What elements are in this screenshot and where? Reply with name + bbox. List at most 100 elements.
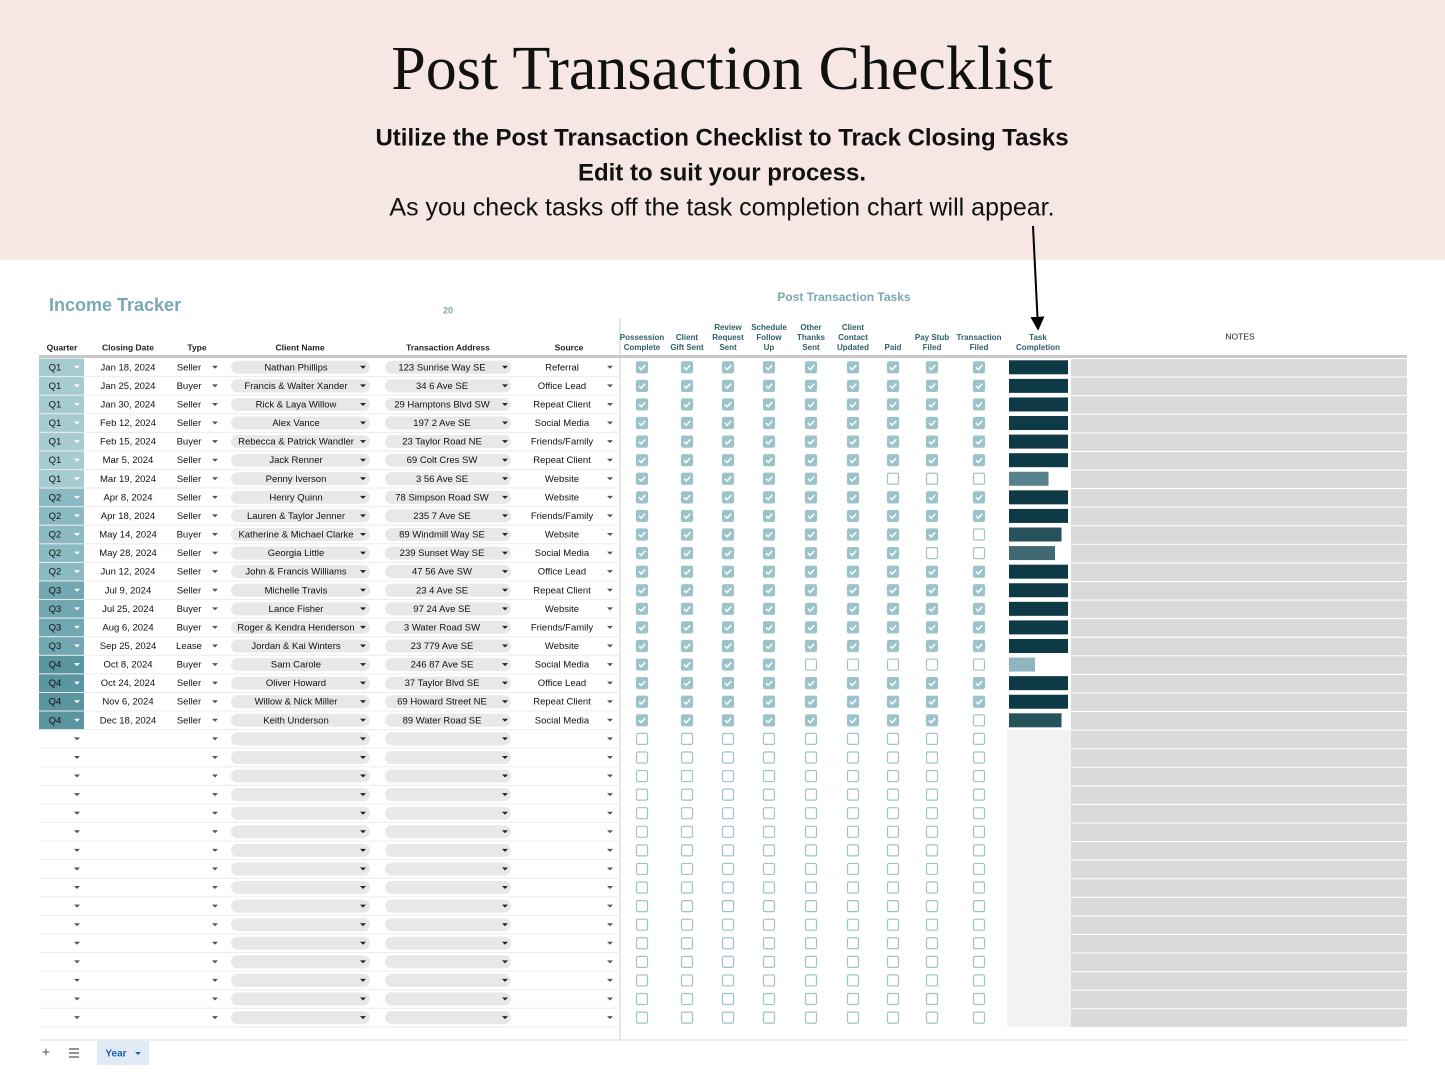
notes-cell[interactable] bbox=[1071, 916, 1407, 934]
checkbox[interactable] bbox=[680, 509, 694, 523]
checkbox[interactable] bbox=[804, 546, 818, 560]
checkbox[interactable] bbox=[680, 844, 694, 857]
checkbox[interactable] bbox=[886, 602, 900, 615]
address-dropdown[interactable] bbox=[502, 755, 508, 759]
checkbox[interactable] bbox=[972, 1011, 986, 1024]
checkbox[interactable] bbox=[721, 825, 735, 838]
checkbox[interactable] bbox=[635, 416, 649, 430]
checkbox[interactable] bbox=[721, 565, 735, 578]
checkbox[interactable] bbox=[762, 584, 776, 597]
checkbox[interactable] bbox=[721, 546, 735, 560]
client-dropdown[interactable] bbox=[360, 830, 366, 834]
checkbox[interactable] bbox=[925, 974, 939, 987]
checkbox[interactable] bbox=[972, 379, 986, 392]
checkbox[interactable] bbox=[804, 788, 818, 801]
client-dropdown[interactable] bbox=[360, 904, 366, 908]
checkbox[interactable] bbox=[635, 825, 649, 838]
client-pill[interactable] bbox=[231, 379, 370, 393]
checkbox[interactable] bbox=[972, 454, 986, 467]
checkbox[interactable] bbox=[846, 955, 860, 968]
checkbox[interactable] bbox=[972, 658, 986, 671]
checkbox[interactable] bbox=[972, 472, 986, 485]
checkbox[interactable] bbox=[972, 695, 986, 708]
checkbox[interactable] bbox=[886, 509, 900, 523]
client-pill[interactable] bbox=[231, 676, 370, 690]
type-dropdown[interactable] bbox=[212, 737, 218, 741]
quarter-dropdown[interactable] bbox=[74, 1016, 80, 1020]
client-dropdown[interactable] bbox=[360, 886, 366, 890]
checkbox[interactable] bbox=[972, 528, 986, 541]
quarter-dropdown[interactable] bbox=[74, 384, 80, 388]
address-pill[interactable] bbox=[385, 936, 511, 950]
checkbox[interactable] bbox=[925, 584, 939, 597]
checkbox[interactable] bbox=[680, 1011, 694, 1024]
checkbox[interactable] bbox=[925, 695, 939, 708]
type-dropdown[interactable] bbox=[212, 477, 218, 481]
source-dropdown[interactable] bbox=[607, 384, 613, 388]
client-pill[interactable] bbox=[231, 973, 370, 987]
source-dropdown[interactable] bbox=[607, 533, 613, 537]
notes-cell[interactable] bbox=[1071, 674, 1407, 693]
checkbox[interactable] bbox=[635, 398, 649, 411]
address-dropdown[interactable] bbox=[502, 867, 508, 871]
checkbox[interactable] bbox=[635, 937, 649, 950]
checkbox[interactable] bbox=[762, 658, 776, 671]
checkbox[interactable] bbox=[846, 918, 860, 931]
checkbox[interactable] bbox=[846, 416, 860, 430]
source-dropdown[interactable] bbox=[607, 551, 613, 555]
checkbox[interactable] bbox=[846, 584, 860, 597]
quarter-dropdown[interactable] bbox=[74, 421, 80, 425]
type-dropdown[interactable] bbox=[212, 848, 218, 852]
checkbox[interactable] bbox=[886, 714, 900, 727]
checkbox[interactable] bbox=[972, 881, 986, 894]
checkbox[interactable] bbox=[972, 769, 986, 783]
notes-cell[interactable] bbox=[1071, 451, 1407, 470]
checkbox[interactable] bbox=[721, 844, 735, 857]
address-dropdown[interactable] bbox=[502, 904, 508, 908]
client-dropdown[interactable] bbox=[360, 811, 366, 815]
checkbox[interactable] bbox=[925, 361, 939, 374]
address-dropdown[interactable] bbox=[502, 848, 508, 852]
checkbox[interactable] bbox=[972, 621, 986, 634]
checkbox[interactable] bbox=[925, 844, 939, 857]
checkbox[interactable] bbox=[762, 454, 776, 467]
type-dropdown[interactable] bbox=[212, 681, 218, 685]
checkbox[interactable] bbox=[972, 361, 986, 374]
checkbox[interactable] bbox=[972, 509, 986, 523]
quarter-dropdown[interactable] bbox=[74, 867, 80, 871]
checkbox[interactable] bbox=[846, 788, 860, 801]
client-pill[interactable] bbox=[231, 1011, 370, 1025]
notes-cell[interactable] bbox=[1071, 786, 1407, 804]
notes-cell[interactable] bbox=[1071, 1009, 1407, 1027]
client-pill[interactable] bbox=[231, 806, 370, 820]
address-dropdown[interactable] bbox=[502, 774, 508, 778]
checkbox[interactable] bbox=[635, 992, 649, 1006]
notes-cell[interactable] bbox=[1071, 693, 1407, 712]
type-dropdown[interactable] bbox=[212, 588, 218, 592]
checkbox[interactable] bbox=[721, 992, 735, 1006]
type-dropdown[interactable] bbox=[212, 384, 218, 388]
client-dropdown[interactable] bbox=[360, 551, 366, 555]
checkbox[interactable] bbox=[886, 974, 900, 987]
type-dropdown[interactable] bbox=[212, 570, 218, 574]
quarter-dropdown[interactable] bbox=[74, 402, 80, 406]
checkbox[interactable] bbox=[721, 1011, 735, 1024]
type-dropdown[interactable] bbox=[212, 718, 218, 722]
address-dropdown[interactable] bbox=[502, 793, 508, 797]
type-dropdown[interactable] bbox=[212, 867, 218, 871]
quarter-dropdown[interactable] bbox=[74, 440, 80, 444]
checkbox[interactable] bbox=[635, 881, 649, 894]
type-dropdown[interactable] bbox=[212, 1016, 218, 1020]
address-dropdown[interactable] bbox=[502, 402, 508, 406]
source-dropdown[interactable] bbox=[607, 848, 613, 852]
address-dropdown[interactable] bbox=[502, 811, 508, 815]
checkbox[interactable] bbox=[846, 825, 860, 838]
checkbox[interactable] bbox=[925, 881, 939, 894]
client-dropdown[interactable] bbox=[360, 663, 366, 667]
checkbox[interactable] bbox=[925, 825, 939, 838]
checkbox[interactable] bbox=[762, 862, 776, 876]
checkbox[interactable] bbox=[762, 732, 776, 745]
quarter-dropdown[interactable] bbox=[74, 737, 80, 741]
checkbox[interactable] bbox=[680, 732, 694, 745]
checkbox[interactable] bbox=[972, 937, 986, 950]
